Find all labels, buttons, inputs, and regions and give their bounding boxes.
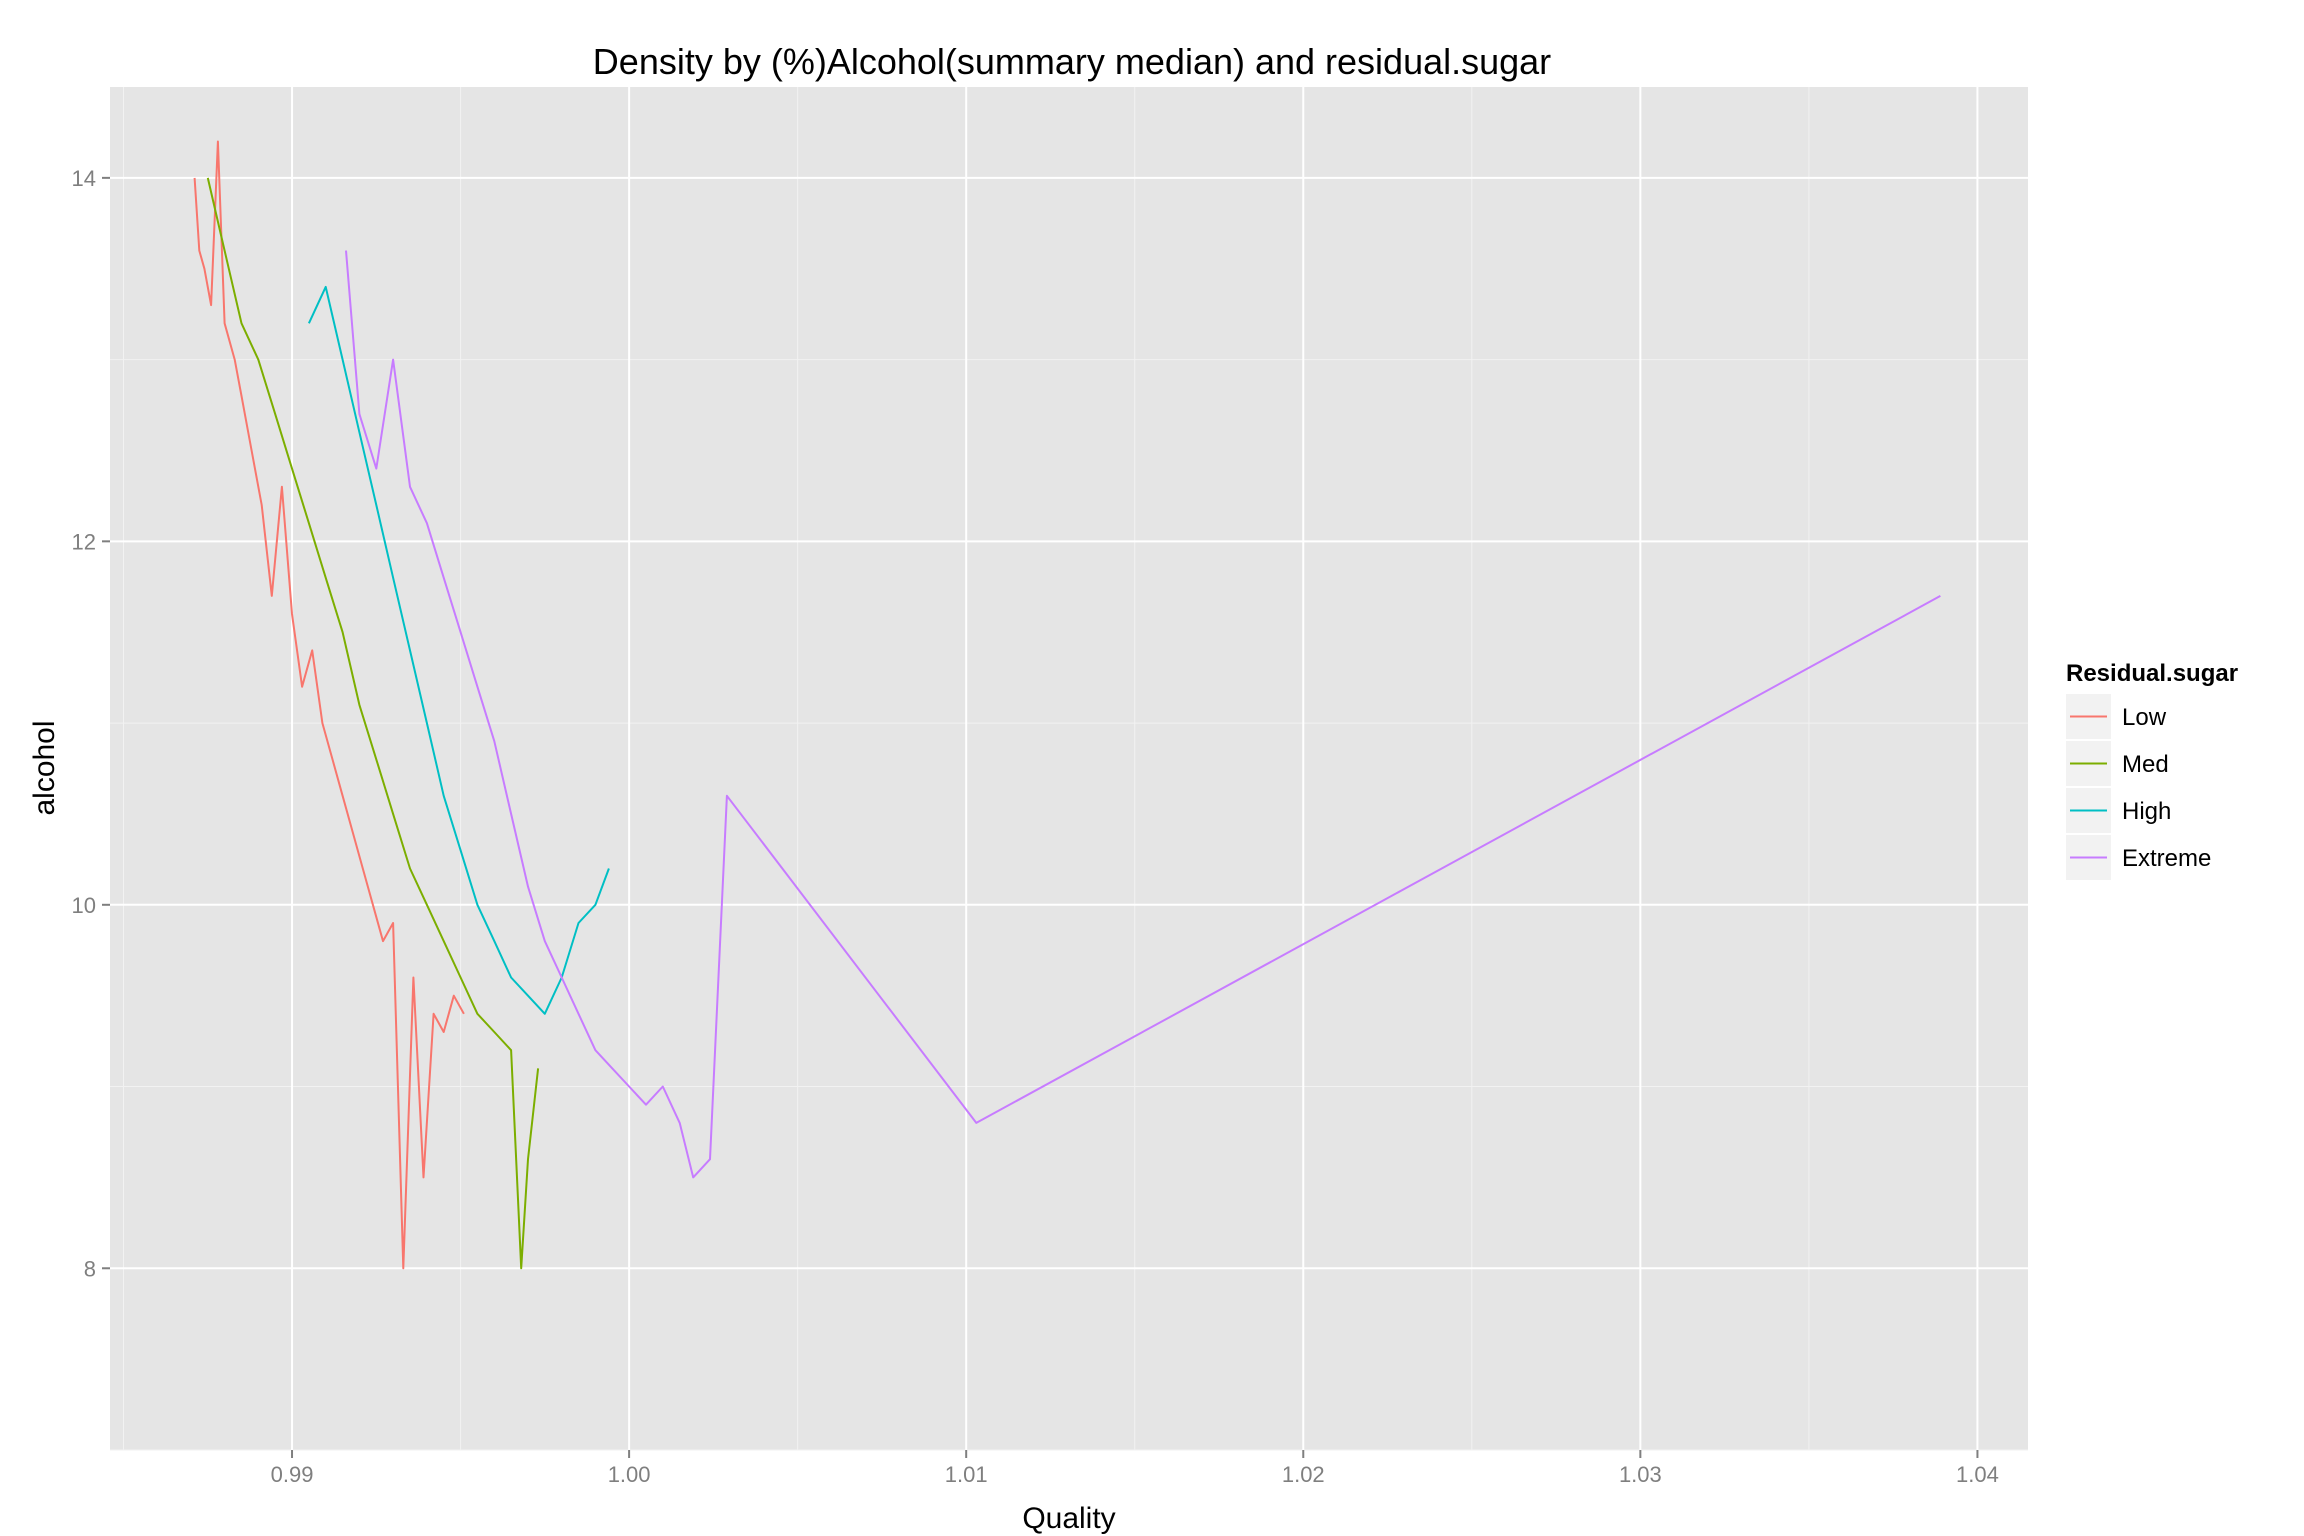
y-tick-label: 10 [72, 893, 96, 918]
x-tick-label: 1.00 [608, 1462, 651, 1487]
x-tick-label: 1.03 [1619, 1462, 1662, 1487]
legend-label-med: Med [2122, 751, 2169, 778]
legend: Residual.sugar Low Med High Extreme [2066, 660, 2238, 880]
grid [110, 87, 2028, 1451]
legend-label-extreme: Extreme [2122, 845, 2211, 872]
plot-panel [110, 87, 2028, 1450]
legend-label-low: Low [2122, 704, 2167, 731]
axis-ticks: 0.99 1.00 1.01 1.02 1.03 1.04 8 10 12 14 [72, 166, 1999, 1487]
legend-label-high: High [2122, 798, 2171, 825]
x-tick-label: 1.02 [1282, 1462, 1325, 1487]
y-tick-label: 8 [84, 1256, 96, 1281]
series-line-low [193, 140, 465, 1270]
series-line-med [206, 177, 540, 1270]
series-line-extreme [345, 250, 1941, 1179]
x-tick-label: 1.04 [1956, 1462, 1999, 1487]
x-axis-title: Quality [1022, 1502, 1115, 1535]
y-tick-label: 14 [72, 166, 96, 191]
chart-title: Density by (%)Alcohol(summary median) an… [593, 41, 1551, 82]
y-axis-title: alcohol [28, 720, 61, 815]
y-tick-label: 12 [72, 529, 96, 554]
series-lines [193, 140, 1941, 1270]
x-tick-label: 0.99 [271, 1462, 314, 1487]
x-tick-label: 1.01 [945, 1462, 988, 1487]
legend-title: Residual.sugar [2066, 660, 2238, 687]
legend-items: Low Med High Extreme [2066, 694, 2211, 880]
